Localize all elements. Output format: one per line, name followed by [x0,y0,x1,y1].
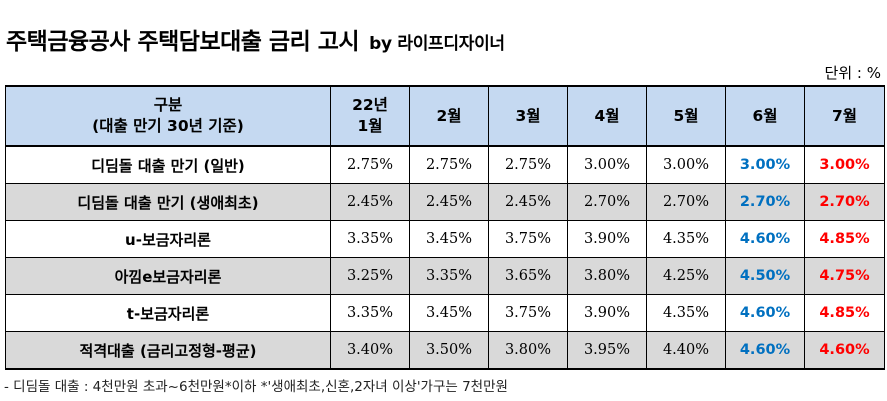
rate-cell: 4.40% [646,331,726,370]
rate-cell-july: 4.60% [804,331,885,370]
month-header-7: 7월 [804,85,885,147]
table-row: u-보금자리론 3.35% 3.45% 3.75% 3.90% 4.35% 4.… [5,220,885,258]
category-header-line1: 구분 [153,96,183,114]
month-header-3: 3월 [488,85,568,147]
rate-cell: 2.70% [646,183,726,221]
rate-cell-june: 4.60% [725,220,805,258]
rate-cell: 3.75% [488,220,568,258]
page-title: 주택금융공사 주택담보대출 금리 고시 by 라이프디자이너 [6,22,505,56]
header-row: 구분 (대출 만기 30년 기준) 22년 1월 2월 3월 4월 5월 6월 7… [5,85,885,147]
rate-cell: 3.45% [409,294,489,332]
rate-cell: 3.40% [330,331,410,370]
rate-cell-june: 4.50% [725,257,805,295]
rate-cell-june: 3.00% [725,145,805,184]
month-header-1: 22년 1월 [330,85,410,147]
rate-cell: 2.45% [488,183,568,221]
rate-cell-june: 4.60% [725,294,805,332]
unit-label: 단위 : % [824,64,881,82]
rate-cell: 3.35% [409,257,489,295]
rate-cell: 2.45% [330,183,410,221]
rate-cell: 3.25% [330,257,410,295]
title-text: 주택금융공사 주택담보대출 금리 고시 [6,29,360,55]
rate-cell: 3.50% [409,331,489,370]
footnote: - 디딤돌 대출 : 4천만원 초과~6천만원*이하 *'생애최초,신혼,2자녀… [4,379,508,395]
table-row: t-보금자리론 3.35% 3.45% 3.75% 3.90% 4.35% 4.… [5,294,885,332]
month-header-4: 4월 [567,85,647,147]
rate-cell-july: 2.70% [804,183,885,221]
rate-cell-june: 2.70% [725,183,805,221]
rate-cell: 3.95% [567,331,647,370]
rate-cell-july: 3.00% [804,145,885,184]
table-row: 디딤돌 대출 만기 (일반) 2.75% 2.75% 2.75% 3.00% 3… [5,145,885,184]
table-row: 디딤돌 대출 만기 (생애최초) 2.45% 2.45% 2.45% 2.70%… [5,183,885,221]
rate-cell: 3.80% [488,331,568,370]
rate-cell: 3.35% [330,294,410,332]
rate-cell: 2.45% [409,183,489,221]
rate-cell-july: 4.85% [804,294,885,332]
rate-cell: 3.80% [567,257,647,295]
row-label: 적격대출 (금리고정형-평균) [5,331,331,370]
rate-cell: 2.75% [488,145,568,184]
rate-cell: 3.65% [488,257,568,295]
rate-cell: 2.75% [330,145,410,184]
row-label: 아낌e보금자리론 [5,257,331,295]
rate-cell: 3.45% [409,220,489,258]
rate-cell-july: 4.85% [804,220,885,258]
table-row: 적격대출 (금리고정형-평균) 3.40% 3.50% 3.80% 3.95% … [5,331,885,370]
rate-cell: 4.35% [646,220,726,258]
rate-cell: 3.90% [567,294,647,332]
month-header-5: 5월 [646,85,726,147]
rate-cell-july: 4.75% [804,257,885,295]
row-label: 디딤돌 대출 만기 (생애최초) [5,183,331,221]
rate-cell: 3.35% [330,220,410,258]
rate-cell: 4.35% [646,294,726,332]
rate-cell: 3.90% [567,220,647,258]
rate-cell: 3.00% [567,145,647,184]
row-label: u-보금자리론 [5,220,331,258]
rate-cell-june: 4.60% [725,331,805,370]
rate-cell: 4.25% [646,257,726,295]
month-header-6: 6월 [725,85,805,147]
row-label: 디딤돌 대출 만기 (일반) [5,145,331,184]
rate-cell: 3.00% [646,145,726,184]
rate-cell: 3.75% [488,294,568,332]
rate-cell: 2.75% [409,145,489,184]
rate-table: 구분 (대출 만기 30년 기준) 22년 1월 2월 3월 4월 5월 6월 7… [5,85,885,370]
category-header-line2: (대출 만기 30년 기준) [92,117,244,135]
row-label: t-보금자리론 [5,294,331,332]
byline: by 라이프디자이너 [369,34,505,54]
rate-cell: 2.70% [567,183,647,221]
category-header: 구분 (대출 만기 30년 기준) [5,85,331,147]
month-header-2: 2월 [409,85,489,147]
table-row: 아낌e보금자리론 3.25% 3.35% 3.65% 3.80% 4.25% 4… [5,257,885,295]
